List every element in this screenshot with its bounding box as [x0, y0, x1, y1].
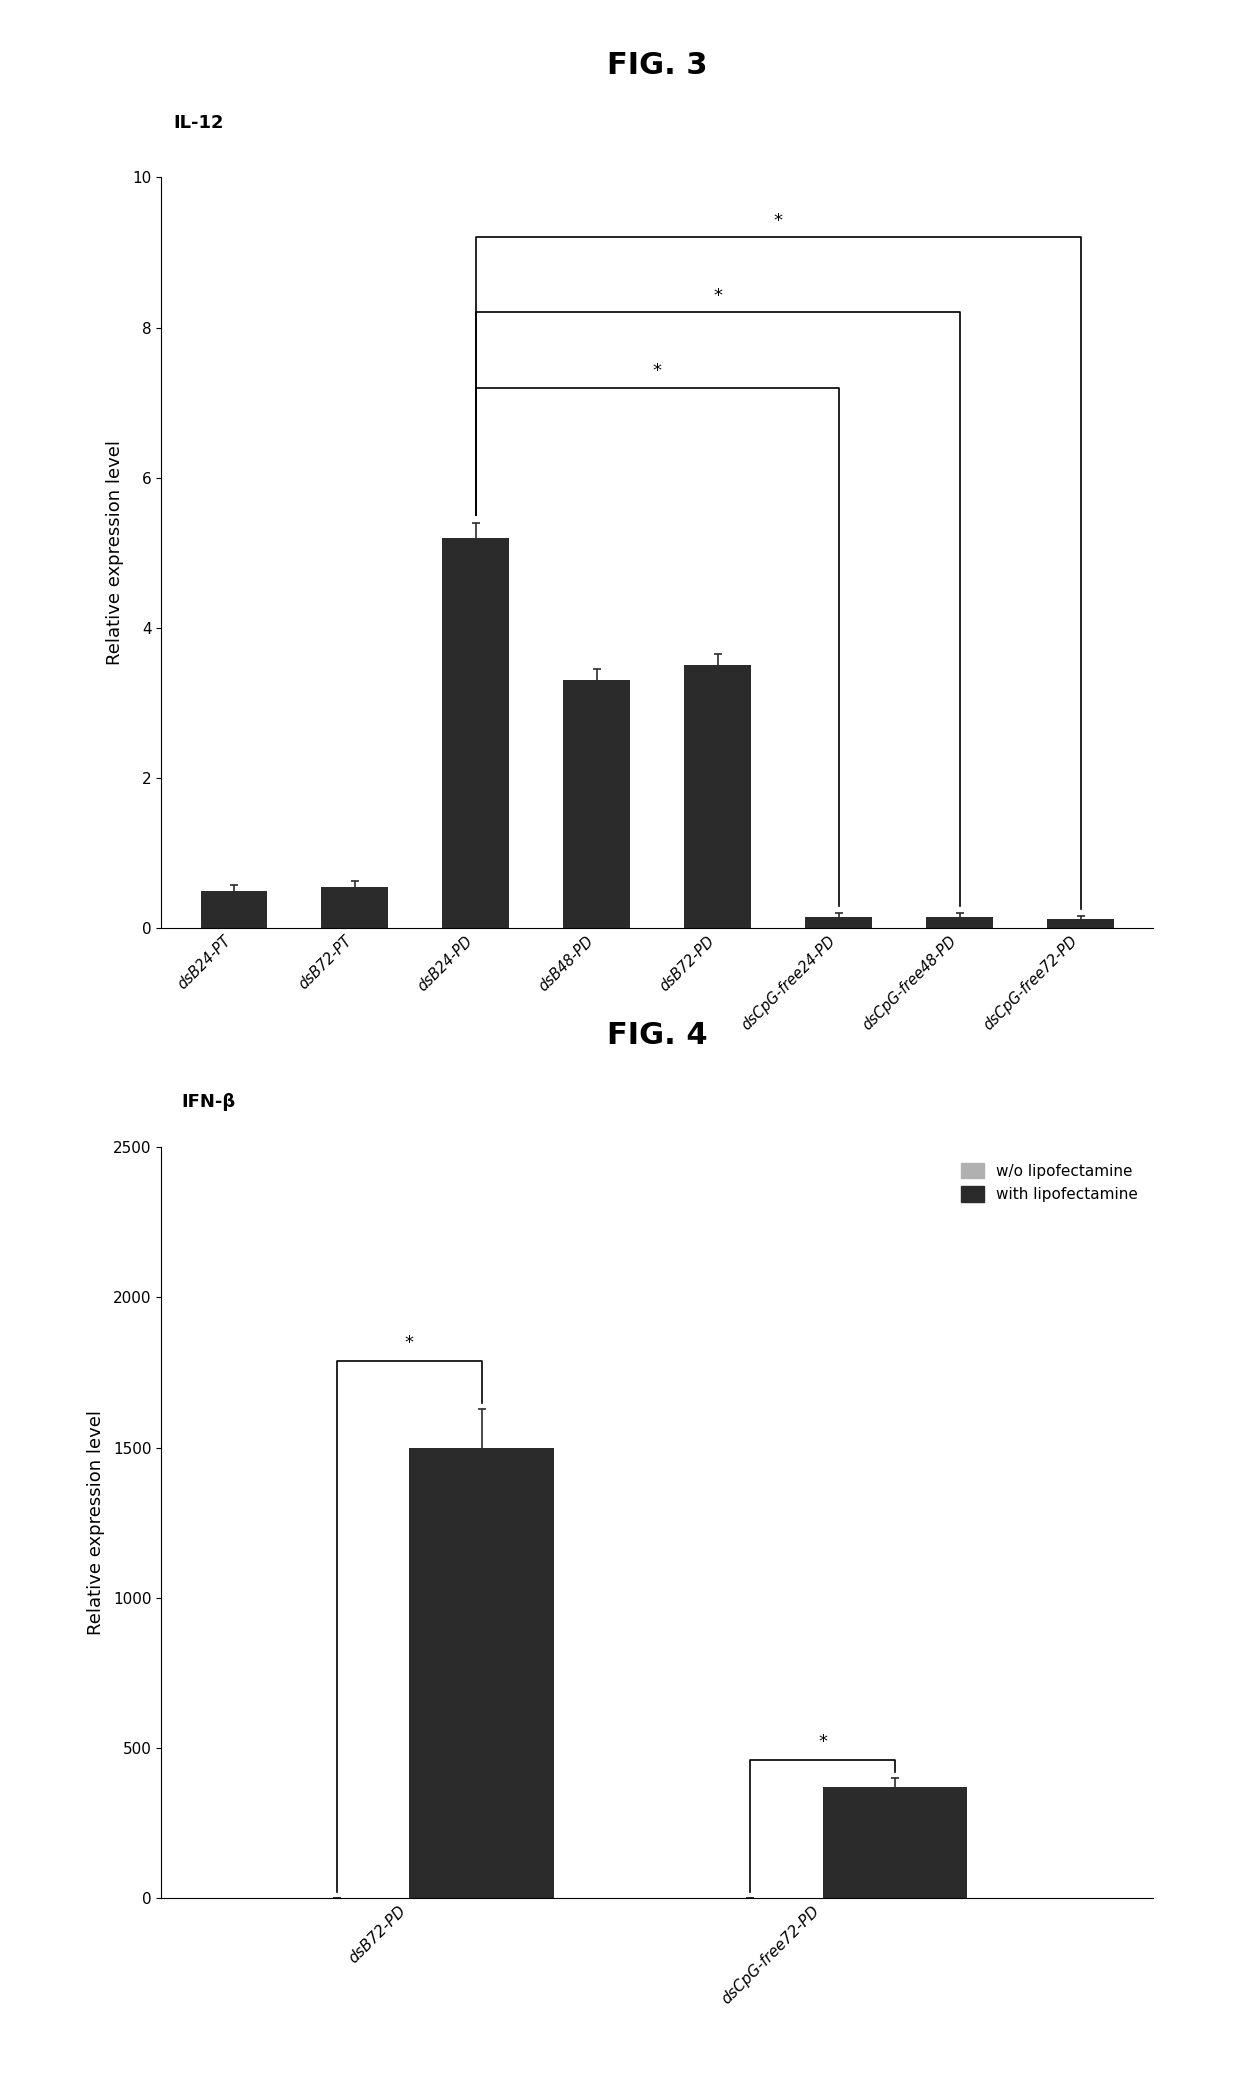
Text: *: *	[713, 288, 722, 305]
Y-axis label: Relative expression level: Relative expression level	[87, 1410, 104, 1635]
Bar	[806, 918, 872, 928]
Bar	[563, 680, 630, 928]
Text: *: *	[774, 213, 782, 229]
Text: IFN-β: IFN-β	[182, 1093, 236, 1112]
Bar	[321, 887, 388, 928]
Text: FIG. 4: FIG. 4	[606, 1020, 708, 1049]
Text: PT: PT	[284, 1220, 305, 1239]
Text: IL-12: IL-12	[174, 115, 223, 131]
Text: *: *	[818, 1733, 827, 1750]
Text: *: *	[404, 1333, 414, 1352]
Bar	[684, 665, 751, 928]
Y-axis label: Relative expression level: Relative expression level	[105, 440, 124, 665]
Bar	[201, 891, 267, 928]
Text: PD: PD	[766, 1220, 790, 1239]
Bar	[926, 918, 993, 928]
Bar	[443, 538, 508, 928]
Text: FIG. 3: FIG. 3	[606, 50, 708, 79]
Bar	[1048, 920, 1114, 928]
Legend: w/o lipofectamine, with lipofectamine: w/o lipofectamine, with lipofectamine	[954, 1156, 1146, 1210]
Bar	[822, 1788, 967, 1898]
Text: *: *	[652, 363, 662, 380]
Bar	[409, 1448, 554, 1898]
